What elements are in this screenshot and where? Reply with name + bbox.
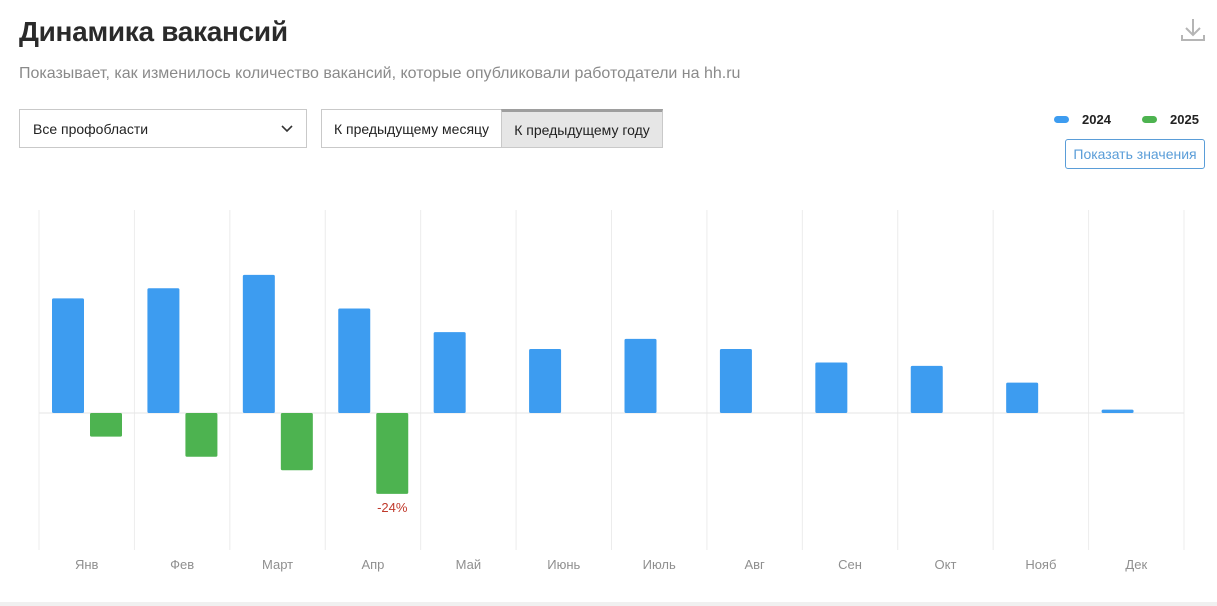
bottom-divider	[0, 602, 1217, 606]
bar-2024-Окт[interactable]	[910, 365, 943, 413]
show-values-button[interactable]: Показать значения	[1065, 139, 1205, 169]
x-tick-label: Май	[456, 557, 481, 572]
chevron-down-icon	[281, 125, 293, 133]
x-tick-label: Апр	[361, 557, 384, 572]
x-tick-label: Фев	[170, 557, 194, 572]
legend-swatch-2024	[1054, 115, 1069, 123]
profarea-select[interactable]: Все профобласти	[19, 109, 307, 148]
x-tick-label: Окт	[935, 557, 957, 572]
bar-2025-Апр[interactable]	[376, 413, 409, 494]
bar-2025-Фев[interactable]	[185, 413, 218, 457]
x-tick-label: Нояб	[1025, 557, 1056, 572]
legend-item-2024: 2024	[1054, 111, 1111, 127]
x-tick-label: Сен	[838, 557, 862, 572]
profarea-select-value: Все профобласти	[33, 121, 149, 137]
data-label: -24%	[377, 500, 408, 515]
x-tick-label: Март	[262, 557, 293, 572]
bar-2025-Янв[interactable]	[90, 413, 122, 437]
x-tick-label: Июль	[643, 557, 676, 572]
bar-2024-Авг[interactable]	[719, 348, 752, 413]
legend-swatch-2025	[1142, 115, 1157, 123]
download-icon[interactable]	[1180, 17, 1206, 43]
tab-previous-month[interactable]: К предыдущему месяцу	[321, 109, 502, 148]
bar-2024-Май[interactable]	[433, 332, 466, 413]
tab-previous-year[interactable]: К предыдущему году	[501, 109, 663, 148]
bar-2024-Дек[interactable]	[1101, 409, 1134, 413]
bar-2024-Нояб[interactable]	[1006, 382, 1039, 413]
legend-item-2025: 2025	[1142, 111, 1199, 127]
page-title: Динамика вакансий	[19, 16, 288, 47]
bar-2024-Янв[interactable]	[52, 298, 84, 413]
legend-label-2024: 2024	[1082, 111, 1111, 127]
x-tick-label: Дек	[1125, 557, 1147, 572]
bar-2024-Сен[interactable]	[815, 362, 848, 413]
bar-2024-Март[interactable]	[242, 274, 275, 413]
bar-2025-Март[interactable]	[280, 413, 313, 471]
bar-2024-Июнь[interactable]	[529, 348, 562, 413]
x-tick-label: Авг	[744, 557, 765, 572]
legend-label-2025: 2025	[1170, 111, 1199, 127]
bar-2024-Июль[interactable]	[624, 338, 657, 413]
x-tick-label: Янв	[75, 557, 99, 572]
page-subtitle: Показывает, как изменилось количество ва…	[19, 65, 741, 82]
bar-2024-Фев[interactable]	[147, 288, 180, 413]
bar-2024-Апр[interactable]	[338, 308, 371, 413]
x-tick-label: Июнь	[547, 557, 580, 572]
